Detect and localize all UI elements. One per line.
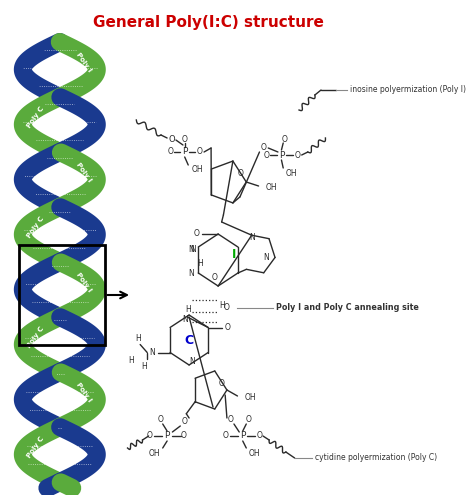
Text: N: N [182,314,189,324]
Text: Poly C: Poly C [26,105,46,129]
Text: O: O [256,432,263,441]
Text: H: H [185,305,191,314]
Text: O: O [246,414,252,424]
Text: O: O [238,169,244,179]
Text: OH: OH [286,168,298,178]
Text: O: O [264,150,269,159]
Text: O: O [146,432,153,441]
Text: O: O [261,144,267,152]
Text: N: N [249,233,255,242]
Text: I: I [232,248,236,261]
Text: Poly I: Poly I [75,381,92,402]
Text: Poly C: Poly C [26,215,46,239]
Text: O: O [182,417,188,427]
Text: OH: OH [192,165,203,175]
Text: N: N [264,252,269,261]
Text: N: N [188,245,194,253]
Text: OH: OH [265,183,277,192]
Text: O: O [182,136,188,145]
Text: O: O [193,230,199,239]
Text: O: O [219,380,225,389]
Text: N: N [188,268,194,278]
Text: P: P [279,150,284,159]
Text: O: O [225,323,230,332]
Text: Poly I: Poly I [75,51,92,73]
Text: cytidine polyermization (Poly C): cytidine polyermization (Poly C) [315,453,437,462]
Text: H: H [219,300,225,309]
Text: Poly C: Poly C [26,325,46,348]
Text: H: H [136,334,141,343]
Text: P: P [182,148,187,156]
Text: Poly I: Poly I [75,161,92,183]
Text: O: O [197,148,202,156]
Text: N: N [190,246,196,254]
Text: O: O [168,136,175,145]
Text: C: C [184,334,194,346]
Text: N: N [150,348,155,357]
Text: P: P [240,432,246,441]
Text: O: O [212,274,218,283]
Text: inosine polyermization (Poly I): inosine polyermization (Poly I) [350,86,466,95]
Text: H: H [128,356,134,365]
Text: O: O [168,148,173,156]
Text: General Poly(I:C) structure: General Poly(I:C) structure [93,14,324,30]
Text: P: P [164,432,170,441]
Text: Poly I and Poly C annealing site: Poly I and Poly C annealing site [276,303,419,312]
Text: O: O [224,303,230,312]
Text: OH: OH [245,394,256,402]
Text: Poly I: Poly I [75,271,92,293]
Text: Poly C: Poly C [26,435,46,458]
Text: O: O [294,150,300,159]
Text: N: N [190,356,195,365]
Text: O: O [181,432,187,441]
Text: O: O [157,414,163,424]
Text: O: O [228,415,233,425]
Text: OH: OH [249,449,261,458]
Text: H: H [141,362,146,371]
Text: O: O [281,135,287,144]
Text: OH: OH [148,448,160,457]
Text: O: O [223,432,229,441]
Text: H: H [197,258,203,267]
